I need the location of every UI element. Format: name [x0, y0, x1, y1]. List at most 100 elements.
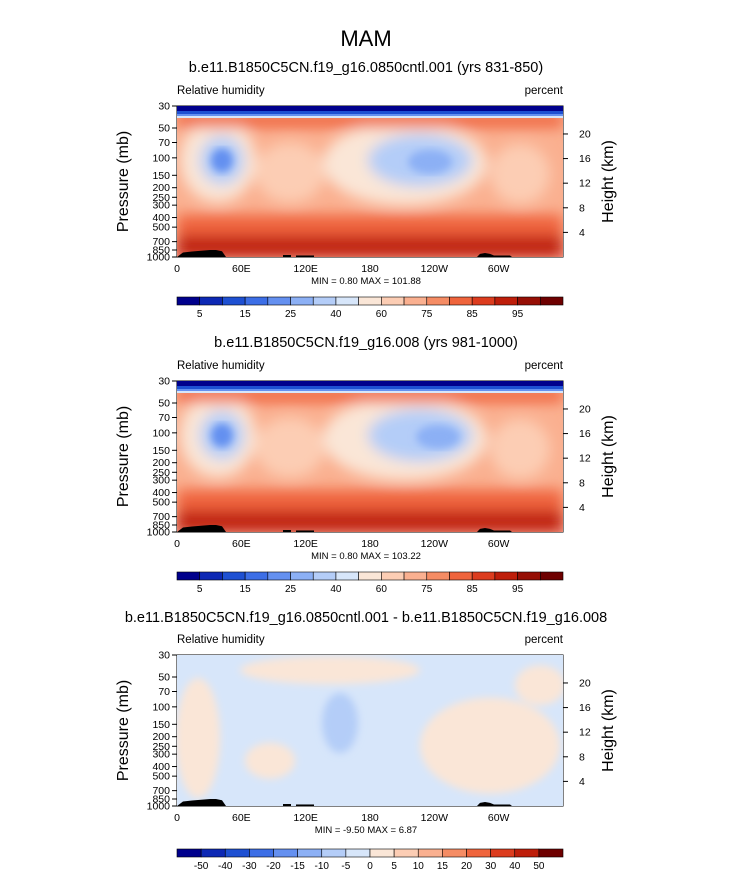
- y-tick-label: 1000: [147, 252, 171, 264]
- right-string: percent: [525, 360, 564, 372]
- colorbar-swatch: [471, 296, 496, 306]
- y-tick-label: 1000: [147, 801, 171, 813]
- y-tick-label: 700: [152, 236, 170, 248]
- colorbar-swatch: [267, 296, 291, 306]
- x-tick-label: 60W: [488, 812, 510, 824]
- y-right-axis-label: Height (km): [600, 140, 617, 223]
- colorbar: 5 15 25 40 60 75 85 95: [176, 296, 564, 320]
- orography-island: [283, 804, 291, 806]
- y-right-tick-label: 16: [579, 702, 591, 714]
- colorbar: -50 -40 -30 -20 -15 -10 -5 0 5 10 15 20 30 40 50: [176, 848, 564, 872]
- colorbar: 5 15 25 40 60 75 85 95: [176, 571, 564, 595]
- y-tick-label: 500: [152, 222, 170, 234]
- x-tick-label: 60E: [232, 263, 251, 275]
- colorbar-swatch: [403, 571, 428, 581]
- panels: b.e11.B1850C5CN.f19_g16.0850cntl.001 (yr…: [115, 60, 617, 872]
- y-right-tick-label: 12: [579, 727, 591, 739]
- contour-field: [177, 106, 563, 257]
- y-tick-label: 500: [152, 497, 170, 509]
- y-tick-label: 400: [152, 761, 170, 773]
- y-right-tick-label: 8: [579, 751, 585, 763]
- x-tick-label: 180: [361, 263, 379, 275]
- y-tick-label: 300: [152, 200, 170, 212]
- orography-africa: [177, 250, 226, 257]
- min-max-stats: MIN = 0.80 MAX = 101.88: [311, 276, 421, 287]
- colorbar-swatch: [200, 848, 226, 858]
- x-tick-label: 120E: [293, 263, 318, 275]
- colorbar-label: -50: [194, 861, 209, 872]
- colorbar-swatch: [517, 571, 541, 581]
- y-tick-label: 30: [158, 101, 170, 113]
- contour-field: [177, 381, 563, 532]
- orography-island: [296, 255, 314, 257]
- figure-title: MAM: [340, 26, 391, 51]
- colorbar-label: 5: [197, 309, 203, 320]
- colorbar-swatch: [494, 296, 518, 306]
- y-tick-label: 100: [152, 701, 170, 713]
- left-string: Relative humidity: [177, 634, 265, 646]
- x-tick-label: 0: [174, 263, 180, 275]
- colorbar-swatch: [345, 848, 371, 858]
- y-tick-label: 850: [152, 245, 170, 257]
- panel-title: b.e11.B1850C5CN.f19_g16.0850cntl.001 (yr…: [189, 60, 543, 76]
- y-right-tick-label: 12: [579, 453, 591, 465]
- colorbar-label: 60: [376, 309, 388, 320]
- y-tick-label: 70: [158, 686, 170, 698]
- panel-title: b.e11.B1850C5CN.f19_g16.0850cntl.001 - b…: [125, 610, 607, 626]
- y-tick-label: 300: [152, 749, 170, 761]
- x-tick-label: 60W: [488, 263, 510, 275]
- colorbar-swatch: [381, 296, 405, 306]
- colorbar-swatch: [273, 848, 298, 858]
- right-string: percent: [525, 85, 564, 97]
- colorbar-label: 25: [285, 309, 297, 320]
- y-tick-label: 1000: [147, 527, 171, 539]
- colorbar-swatch: [449, 571, 473, 581]
- x-tick-label: 120E: [293, 538, 318, 550]
- colorbar-label: 40: [509, 861, 521, 872]
- colorbar-swatch: [403, 296, 428, 306]
- panel-title: b.e11.B1850C5CN.f19_g16.008 (yrs 981-100…: [214, 335, 518, 351]
- y-right-axis-label: Height (km): [600, 689, 617, 772]
- y-right-tick-label: 16: [579, 153, 591, 165]
- colorbar-swatch: [335, 296, 359, 306]
- colorbar-label: -15: [290, 861, 305, 872]
- y-right-tick-label: 16: [579, 428, 591, 440]
- colorbar-label: -30: [242, 861, 257, 872]
- min-max-stats: MIN = -9.50 MAX = 6.87: [315, 825, 417, 836]
- colorbar-swatch: [490, 848, 516, 858]
- x-tick-label: 180: [361, 538, 379, 550]
- y-tick-label: 250: [152, 192, 170, 204]
- colorbar-label: 0: [367, 861, 373, 872]
- panel-3: b.e11.B1850C5CN.f19_g16.0850cntl.001 - b…: [115, 610, 617, 872]
- colorbar-label: -20: [266, 861, 281, 872]
- orography-island: [283, 530, 291, 532]
- colorbar-label: 40: [330, 309, 342, 320]
- y-right-tick-label: 4: [579, 227, 585, 239]
- colorbar-swatch: [290, 571, 314, 581]
- colorbar-label: -40: [218, 861, 233, 872]
- x-tick-label: 120E: [293, 812, 318, 824]
- y-right-tick-label: 20: [579, 677, 591, 689]
- colorbar-label: 15: [240, 584, 252, 595]
- x-tick-label: 180: [361, 812, 379, 824]
- colorbar-swatch: [244, 571, 269, 581]
- colorbar-swatch: [466, 848, 491, 858]
- y-right-tick-label: 8: [579, 477, 585, 489]
- min-max-stats: MIN = 0.80 MAX = 103.22: [311, 551, 421, 562]
- colorbar-swatch: [199, 571, 223, 581]
- y-tick-label: 100: [152, 427, 170, 439]
- y-tick-label: 200: [152, 182, 170, 194]
- colorbar-swatch: [514, 848, 540, 858]
- y-tick-label: 150: [152, 445, 170, 457]
- colorbar-label: -5: [341, 861, 350, 872]
- y-tick-label: 70: [158, 137, 170, 149]
- orography-africa: [177, 525, 226, 532]
- x-tick-label: 120W: [421, 812, 449, 824]
- colorbar-swatch: [290, 296, 314, 306]
- x-tick-label: 0: [174, 538, 180, 550]
- orography-andes: [477, 252, 512, 257]
- colorbar-swatch: [539, 571, 564, 581]
- y-axis-label: Pressure (mb): [115, 406, 132, 507]
- colorbar-swatch: [176, 296, 201, 306]
- colorbar-swatch: [517, 296, 541, 306]
